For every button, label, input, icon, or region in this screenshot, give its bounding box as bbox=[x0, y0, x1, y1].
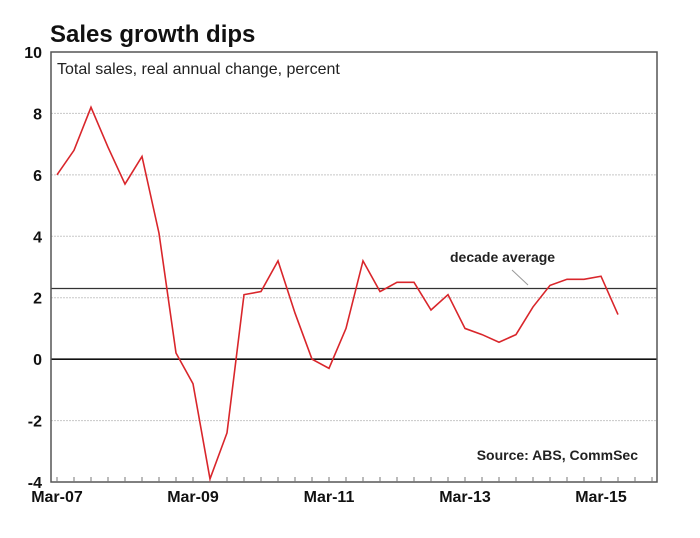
x-axis: Mar-07 Mar-09 Mar-11 Mar-13 Mar-15 bbox=[31, 477, 653, 506]
chart-title: Sales growth dips bbox=[50, 21, 255, 48]
x-tick-label: Mar-09 bbox=[167, 489, 219, 506]
x-tick-label: Mar-13 bbox=[439, 489, 491, 506]
series-layer bbox=[56, 105, 619, 482]
y-tick-label: 6 bbox=[33, 168, 42, 185]
gridlines bbox=[51, 112, 657, 422]
y-tick-label: -2 bbox=[28, 414, 42, 431]
reference-lines bbox=[51, 287, 657, 360]
decade-average-leader-line bbox=[511, 269, 529, 286]
y-tick-label: 10 bbox=[24, 45, 42, 62]
y-tick-label: 0 bbox=[33, 352, 42, 369]
y-tick-label: 4 bbox=[33, 229, 42, 246]
y-tick-label: 8 bbox=[33, 106, 42, 123]
series-line bbox=[56, 105, 619, 482]
decade-average-label: decade average bbox=[450, 249, 555, 265]
x-tick-label: Mar-11 bbox=[304, 489, 355, 506]
x-tick-label: Mar-07 bbox=[31, 489, 83, 506]
source-label: Source: ABS, CommSec bbox=[477, 447, 639, 463]
y-axis: -4 -2 0 2 4 6 8 10 bbox=[24, 45, 42, 492]
chart-subtitle: Total sales, real annual change, percent bbox=[57, 61, 340, 78]
y-tick-label: 2 bbox=[33, 291, 42, 308]
x-tick-label: Mar-15 bbox=[575, 489, 627, 506]
plot-frame bbox=[50, 51, 658, 483]
y-tick-label: -4 bbox=[28, 475, 42, 492]
